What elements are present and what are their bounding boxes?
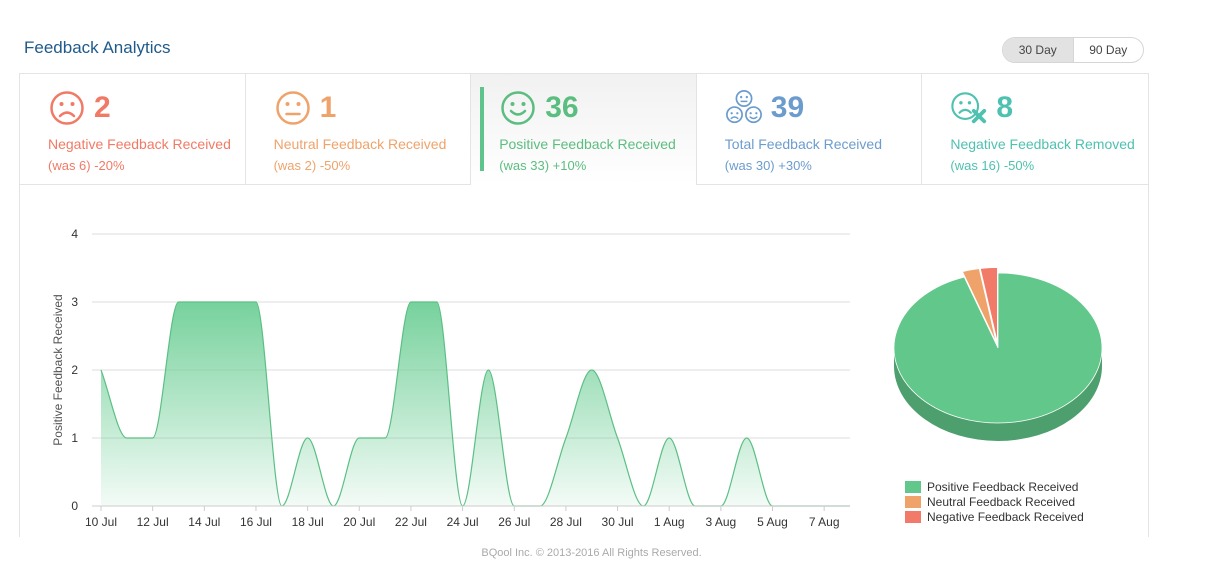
footer-copyright: BQool Inc. © 2013-2016 All Rights Reserv…	[481, 547, 702, 559]
range-30-day-button[interactable]: 30 Day	[1003, 38, 1073, 62]
stat-label: Negative Feedback Removed	[950, 136, 1135, 152]
y-tick-label: 1	[71, 431, 78, 445]
x-tick-label: 28 Jul	[550, 515, 582, 529]
area-chart-svg: 0 1 2 3 4 10 Jul 12 Jul 14 Jul 16 Jul 18 Jul 20 J…	[51, 227, 850, 529]
y-tick-label: 0	[71, 499, 78, 513]
x-tick-label: 12 Jul	[137, 515, 169, 529]
legend-label: Neutral Feedback Received	[927, 494, 1076, 509]
x-tick-label: 3 Aug	[706, 515, 737, 529]
legend-item-negative[interactable]: Negative Feedback Received	[905, 509, 1084, 524]
group-faces-icon	[725, 89, 763, 127]
pie-slice[interactable]	[893, 272, 1103, 424]
legend-label: Positive Feedback Received	[927, 479, 1079, 494]
y-tick-label: 4	[71, 227, 78, 241]
y-tick-label: 3	[71, 295, 78, 309]
stat-change: (was 2) -50%	[273, 158, 351, 173]
x-tick-label: 20 Jul	[343, 515, 375, 529]
stat-value: 39	[770, 91, 805, 124]
x-tick-label: 18 Jul	[292, 515, 324, 529]
pie-legend: Positive Feedback Received Neutral Feedb…	[905, 479, 1084, 524]
stat-negative-received[interactable]: 2 Negative Feedback Received (was 6) -20…	[20, 74, 246, 185]
stat-value: 8	[996, 91, 1014, 124]
stat-negative-removed[interactable]: 8 Negative Feedback Removed (was 16) -50…	[922, 74, 1148, 185]
stat-total-received[interactable]: 39 Total Feedback Received (was 30) +30%	[697, 74, 923, 185]
x-tick-label: 5 Aug	[757, 515, 788, 529]
analytics-panel: 2 Negative Feedback Received (was 6) -20…	[19, 73, 1149, 537]
stat-label: Neutral Feedback Received	[273, 136, 447, 152]
sad-face-icon	[48, 89, 86, 127]
range-toggle: 30 Day 90 Day	[1002, 37, 1144, 63]
x-tick-label: 26 Jul	[498, 515, 530, 529]
page-title: Feedback Analytics	[24, 38, 171, 57]
stat-value: 2	[94, 91, 111, 124]
x-tick-label: 1 Aug	[654, 515, 685, 529]
stat-value: 1	[319, 91, 337, 124]
legend-swatch	[905, 480, 921, 493]
sad-face-removed-icon	[950, 89, 988, 127]
x-tick-label: 30 Jul	[602, 515, 634, 529]
x-tick-label: 16 Jul	[240, 515, 272, 529]
legend-swatch	[905, 495, 921, 508]
stat-positive-received[interactable]: 36 Positive Feedback Received (was 33) +…	[471, 74, 697, 185]
y-axis-label: Positive Feedback Received	[51, 294, 65, 445]
range-90-day-button[interactable]: 90 Day	[1072, 38, 1144, 62]
stats-row: 2 Negative Feedback Received (was 6) -20…	[20, 74, 1148, 185]
pie-slice[interactable]	[961, 268, 997, 343]
stat-label: Total Feedback Received	[724, 136, 882, 152]
legend-label: Negative Feedback Received	[927, 509, 1084, 524]
stat-change: (was 33) +10%	[499, 158, 587, 173]
stat-change: (was 16) -50%	[950, 158, 1035, 173]
legend-swatch	[905, 510, 921, 523]
feedback-pie-chart	[880, 258, 1120, 463]
stat-change: (was 6) -20%	[48, 158, 125, 173]
x-tick-label: 22 Jul	[395, 515, 427, 529]
x-tick-label: 10 Jul	[85, 515, 117, 529]
pie-slice-side	[894, 348, 1102, 441]
area-fill	[101, 302, 850, 506]
stat-label: Negative Feedback Received	[48, 136, 231, 152]
smile-face-icon	[499, 89, 537, 127]
pie-chart-svg	[893, 267, 1103, 441]
stat-value: 36	[545, 91, 579, 124]
neutral-face-icon	[274, 89, 312, 127]
active-indicator	[480, 87, 485, 171]
y-tick-label: 2	[71, 363, 78, 377]
stat-neutral-received[interactable]: 1 Neutral Feedback Received (was 2) -50%	[246, 74, 472, 185]
legend-item-positive[interactable]: Positive Feedback Received	[905, 479, 1084, 494]
x-tick-label: 14 Jul	[188, 515, 220, 529]
x-tick-label: 24 Jul	[447, 515, 479, 529]
pie-slice[interactable]	[979, 267, 998, 343]
stat-label: Positive Feedback Received	[499, 136, 676, 152]
x-tick-label: 7 Aug	[809, 515, 840, 529]
positive-feedback-chart: 0 1 2 3 4 10 Jul 12 Jul 14 Jul 16 Jul 18 Jul 20 J…	[28, 190, 868, 540]
legend-item-neutral[interactable]: Neutral Feedback Received	[905, 494, 1084, 509]
stat-change: (was 30) +30%	[724, 158, 812, 173]
